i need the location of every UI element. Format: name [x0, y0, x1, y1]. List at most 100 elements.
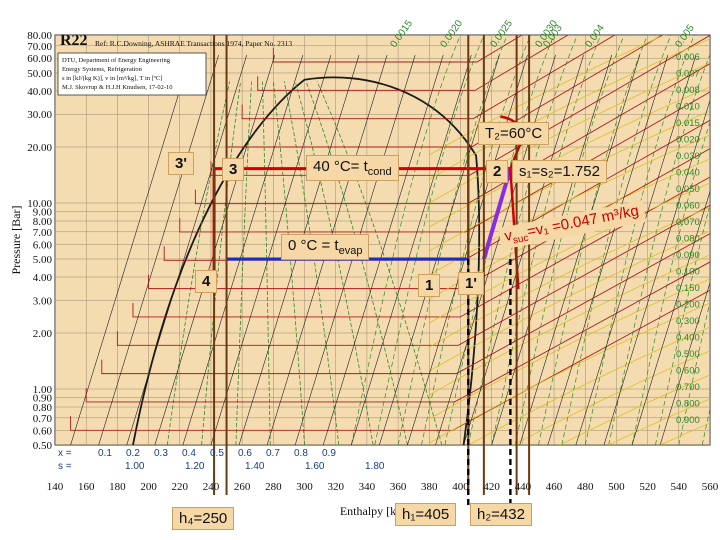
quality-value: 0.5 — [210, 448, 224, 459]
quality-value: 0.4 — [182, 448, 196, 459]
x-tick-label: 160 — [78, 481, 95, 493]
isentrope-line — [444, 35, 555, 445]
quality-value: 0.1 — [98, 448, 112, 459]
isochore-line — [512, 350, 710, 445]
volume-right-label: 0.080 — [676, 234, 700, 245]
quality-line — [235, 81, 252, 445]
isentrope-line — [350, 35, 461, 445]
saturation-dome — [132, 76, 481, 445]
volume-right-label: 0.900 — [676, 415, 700, 426]
isochore-line — [429, 302, 710, 444]
x-tick-label: 360 — [390, 481, 407, 493]
isochore-line — [429, 86, 710, 228]
point-2: 2 — [486, 160, 509, 183]
isentropic-black-line — [575, 54, 697, 445]
quality-value: 0.2 — [126, 448, 140, 459]
volume-right-label: 0.700 — [676, 382, 700, 393]
isentropic-black-line — [98, 54, 219, 445]
isentropic-black-line — [351, 54, 472, 445]
compression-line — [481, 168, 513, 260]
y-tick-label: 70.00 — [27, 41, 52, 53]
plot-area — [54, 34, 711, 446]
quality-line — [272, 81, 305, 445]
x-tick-label: 240 — [203, 481, 220, 493]
quality-value: 0.8 — [294, 448, 308, 459]
x-tick-label: 440 — [515, 481, 532, 493]
entropy-values: 1.00 1.20 1.40 1.60 1.80 — [125, 461, 385, 472]
x-row-label: x = — [58, 448, 72, 459]
point-3prime: 3' — [168, 152, 194, 175]
isentrope-line — [491, 35, 602, 445]
info-line-3: s in [kJ/(kg K)], v in [m³/kg], T in [ºC… — [62, 75, 162, 82]
y-tick-label: 0.60 — [33, 425, 53, 437]
isotherm-line — [70, 289, 710, 431]
isentrope-line — [678, 300, 710, 445]
x-tick-label: 560 — [702, 481, 719, 493]
y-tick-label: 5.00 — [33, 254, 53, 266]
isentropic-black-line — [322, 54, 444, 445]
isentropic-black-line — [603, 99, 710, 445]
x-tick-label: 520 — [639, 481, 656, 493]
isentropic-black-line — [659, 281, 710, 445]
info-line-2: Energy Systems, Refrigeration — [62, 66, 143, 73]
h2-label: h₂=432 — [470, 503, 532, 526]
entropy-value: 1.00 — [125, 461, 145, 472]
isentrope-line — [421, 35, 531, 445]
reference-text: Ref: R.C.Downing, ASHRAE Transactions 19… — [95, 39, 292, 48]
volume-right-label: 0.500 — [676, 349, 700, 360]
x-tick-label: 380 — [421, 481, 438, 493]
x-tick-label: 280 — [265, 481, 282, 493]
tevap-label: 0 °C = tevap — [281, 234, 370, 260]
y-tick-label: 80.00 — [27, 30, 52, 42]
volume-right-label: 0.200 — [676, 300, 700, 311]
isotherm-line — [241, 35, 616, 120]
t2-label: T₂=60°C — [478, 122, 550, 145]
isochore-line — [429, 35, 666, 156]
y-tick-label: 3.00 — [33, 295, 53, 307]
x-tick-label: 140 — [47, 481, 64, 493]
isotherm-line — [272, 35, 523, 63]
volume-right-label: 0.040 — [676, 168, 700, 179]
y-tick-label: 40.00 — [27, 86, 52, 98]
volume-right-label: 0.007 — [676, 69, 700, 80]
isentropic-black-line — [379, 54, 500, 445]
x-tick-label: 340 — [359, 481, 376, 493]
isentropic-black-line — [519, 54, 641, 445]
isentropic-black-line — [435, 54, 556, 445]
volume-right-label: 0.006 — [676, 52, 700, 63]
y-tick-label: 0.90 — [33, 393, 53, 405]
quality-line — [166, 81, 231, 445]
entropy-label: s₁=s₂=1.752 — [512, 160, 607, 183]
isochore-line — [558, 374, 710, 445]
quality-line — [305, 81, 408, 445]
x-tick-label: 420 — [483, 481, 500, 493]
quality-values: 0.1 0.2 0.3 0.4 0.5 0.6 0.7 0.8 0.9 — [98, 448, 336, 459]
y-tick-label: 30.00 — [27, 109, 52, 121]
isochore-line — [467, 326, 710, 445]
x-tick-label: 540 — [671, 481, 688, 493]
entropy-value: 1.60 — [305, 461, 325, 472]
entropy-value: 1.80 — [365, 461, 385, 472]
isentrope-line — [514, 35, 625, 445]
isentrope-line — [374, 35, 485, 445]
isentrope-line — [631, 120, 710, 445]
volume-right-label: 0.010 — [676, 102, 700, 113]
volume-right-label: 0.020 — [676, 135, 700, 146]
isochore-line — [429, 134, 710, 276]
isochore-line — [607, 398, 710, 445]
isochore-line — [429, 230, 710, 372]
isentropic-black-line — [631, 190, 710, 445]
quality-value: 0.3 — [154, 448, 168, 459]
quality-value: 0.6 — [238, 448, 252, 459]
entropy-value: 1.20 — [185, 461, 205, 472]
point-4: 4 — [195, 270, 218, 293]
y-tick-label: 8.00 — [33, 216, 53, 228]
x-tick-label: 320 — [327, 481, 344, 493]
quality-value: 0.7 — [266, 448, 280, 459]
info-line-4: M.J. Skovrup & H.J.H Knudsen, 17-02-10 — [62, 84, 173, 91]
isochore-line — [429, 206, 710, 348]
volume-right-label: 0.400 — [676, 333, 700, 344]
h1-label: h₁=405 — [395, 503, 457, 526]
y-tick-label: 0.50 — [33, 440, 53, 452]
